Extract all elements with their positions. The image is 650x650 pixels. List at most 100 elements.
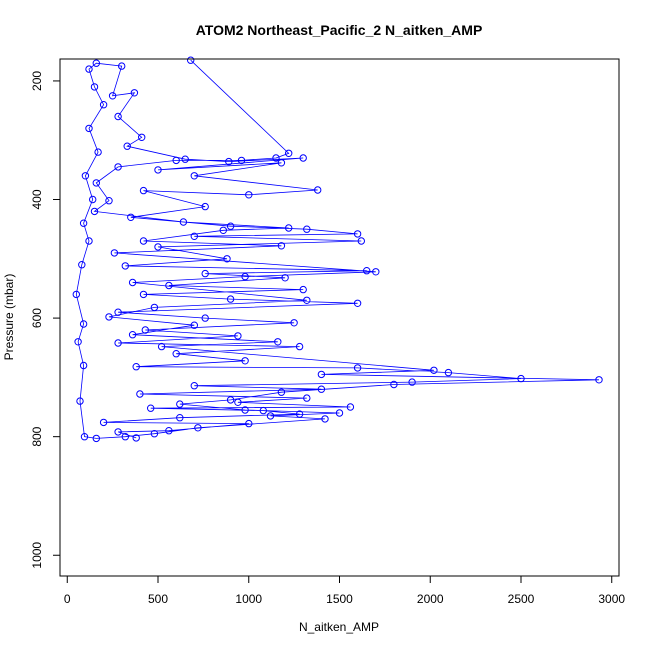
y-tick-label: 800 xyxy=(30,426,44,446)
data-point xyxy=(272,154,280,162)
data-point xyxy=(303,225,311,233)
data-point xyxy=(299,154,307,162)
data-point xyxy=(372,268,380,276)
data-point xyxy=(353,230,362,238)
data-point xyxy=(259,406,267,415)
data-point xyxy=(72,290,81,299)
data-point xyxy=(237,156,246,165)
y-tick-label: 600 xyxy=(30,308,44,328)
data-point xyxy=(172,350,180,358)
data-point xyxy=(157,342,166,351)
x-tick-label: 3000 xyxy=(598,592,625,606)
data-point xyxy=(114,428,122,436)
data-point xyxy=(277,242,286,250)
data-point xyxy=(92,179,101,187)
data-point xyxy=(285,149,293,158)
data-point xyxy=(92,434,101,443)
data-point xyxy=(223,255,231,263)
data-point xyxy=(595,376,603,384)
data-point xyxy=(335,409,344,417)
data-point xyxy=(190,172,199,180)
data-point xyxy=(121,262,130,270)
data-point xyxy=(99,418,108,427)
data-point xyxy=(181,155,189,163)
data-point xyxy=(194,424,202,432)
data-point xyxy=(299,285,307,294)
series-line xyxy=(75,59,600,439)
data-point xyxy=(201,314,209,322)
data-point xyxy=(219,226,228,235)
data-point xyxy=(114,339,122,347)
data-point xyxy=(353,299,362,307)
data-point xyxy=(444,368,453,377)
data-point xyxy=(105,313,113,321)
data-point xyxy=(127,213,135,222)
data-point xyxy=(226,295,235,303)
data-point xyxy=(176,400,184,408)
data-point xyxy=(99,101,108,109)
data-point xyxy=(123,142,131,150)
y-tick-label: 400 xyxy=(30,189,44,209)
plot-frame xyxy=(59,58,620,577)
data-point xyxy=(295,342,304,351)
data-point xyxy=(132,434,140,442)
data-point xyxy=(317,370,326,379)
data-point xyxy=(165,281,173,290)
data-point xyxy=(225,157,233,166)
data-point xyxy=(90,83,99,91)
data-point xyxy=(141,326,150,334)
data-point xyxy=(90,207,99,216)
data-point xyxy=(285,224,293,232)
data-point xyxy=(226,222,235,230)
data-point xyxy=(303,394,311,402)
data-point xyxy=(130,89,139,97)
data-point xyxy=(78,261,86,269)
data-point xyxy=(190,321,199,329)
data-point xyxy=(79,361,88,370)
data-point xyxy=(190,382,199,390)
data-point xyxy=(408,378,416,386)
data-point xyxy=(85,124,93,133)
data-point xyxy=(245,419,253,428)
data-point xyxy=(187,56,195,64)
data-point xyxy=(176,414,184,422)
data-point xyxy=(277,388,286,396)
data-point xyxy=(154,166,162,174)
data-point xyxy=(139,237,148,245)
data-point xyxy=(128,278,137,287)
data-point xyxy=(138,133,146,142)
data-point xyxy=(179,218,188,226)
data-point xyxy=(92,59,101,67)
x-tick-label: 2500 xyxy=(508,592,535,606)
x-tick-label: 0 xyxy=(64,592,71,606)
data-point xyxy=(234,398,242,406)
data-point xyxy=(266,412,275,420)
data-layer xyxy=(72,56,603,443)
data-point xyxy=(430,366,438,374)
data-point xyxy=(94,148,102,156)
data-point xyxy=(517,374,525,383)
data-point xyxy=(139,186,148,195)
x-axis-label: N_aitken_AMP xyxy=(299,620,379,634)
data-point xyxy=(121,433,130,441)
data-point xyxy=(80,433,89,441)
data-point xyxy=(85,237,93,245)
data-point xyxy=(346,403,355,411)
data-point xyxy=(165,427,173,435)
x-tick-label: 2000 xyxy=(417,592,444,606)
x-tick-label: 1000 xyxy=(235,592,262,606)
data-point xyxy=(110,249,119,257)
data-point xyxy=(128,331,137,339)
data-point xyxy=(81,172,90,180)
data-point xyxy=(295,410,304,418)
y-tick-label: 1000 xyxy=(30,542,44,569)
data-point xyxy=(132,363,140,371)
data-point xyxy=(139,290,148,299)
data-point xyxy=(226,396,235,404)
y-axis-label: Pressure (mbar) xyxy=(2,274,16,361)
data-point xyxy=(105,197,113,205)
data-point xyxy=(154,243,162,251)
data-point xyxy=(274,338,282,346)
data-point xyxy=(114,308,122,316)
data-point xyxy=(390,380,398,389)
